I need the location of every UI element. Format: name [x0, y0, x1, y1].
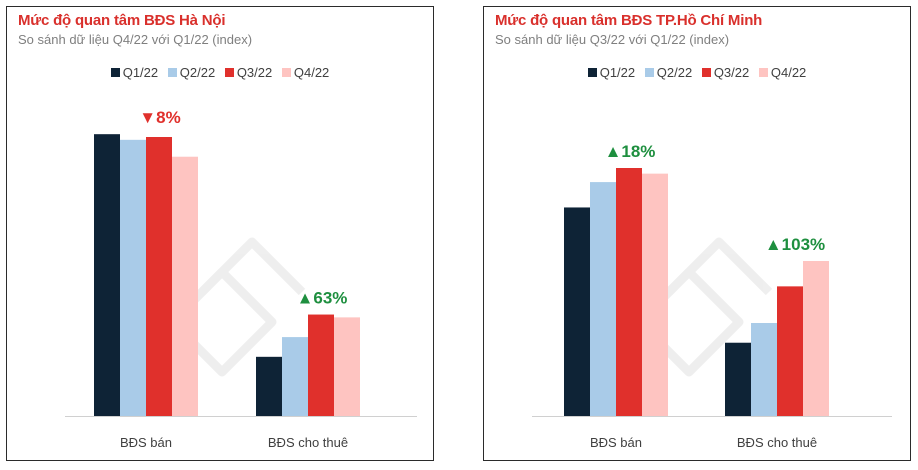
- legend-label: Q1/22: [122, 65, 159, 80]
- category-label: BĐS bán: [590, 435, 642, 450]
- bar-q2-22-1: [282, 337, 308, 416]
- hcmc-chart-panel: Mức độ quan tâm BĐS TP.Hồ Chí Minh So sá…: [483, 6, 911, 461]
- change-annotation: ▲63%: [297, 289, 348, 308]
- legend-item-q3: Q3/22: [701, 65, 750, 80]
- hanoi-chart-panel: Mức độ quan tâm BĐS Hà Nội So sánh dữ li…: [6, 6, 434, 461]
- change-annotation: ▲18%: [605, 142, 656, 161]
- legend-swatch: [110, 68, 120, 77]
- legend-item-q2: Q2/22: [644, 65, 693, 80]
- legend-label: Q2/22: [179, 65, 216, 80]
- category-label: BĐS cho thuê: [737, 435, 817, 450]
- legend-label: Q1/22: [599, 65, 636, 80]
- category-label: BĐS bán: [120, 435, 172, 450]
- hanoi-bar-chart: BĐS bán ▼8% BĐS cho thuê ▲63%: [65, 108, 417, 450]
- legend-item-q3: Q3/22: [224, 65, 273, 80]
- bar-q3-22-0: [616, 168, 642, 416]
- legend-label: Q3/22: [713, 65, 750, 80]
- legend-item-q4: Q4/22: [281, 65, 330, 80]
- change-annotation: ▲103%: [765, 235, 825, 254]
- legend-swatch: [701, 68, 711, 77]
- legend-label: Q4/22: [770, 65, 807, 80]
- bar-q1-22-0: [564, 207, 590, 416]
- chart-title: Mức độ quan tâm BĐS Hà Nội: [18, 12, 226, 29]
- bar-q4-22-1: [334, 317, 360, 416]
- legend-label: Q2/22: [656, 65, 693, 80]
- legend-swatch: [167, 68, 177, 77]
- legend-item-q4: Q4/22: [758, 65, 807, 80]
- legend-label: Q4/22: [293, 65, 330, 80]
- bar-q4-22-0: [172, 156, 198, 416]
- bar-q2-22-1: [751, 323, 777, 416]
- bar-q4-22-1: [803, 261, 829, 416]
- legend-swatch: [224, 68, 234, 77]
- legend-swatch: [644, 68, 654, 77]
- chart-title: Mức độ quan tâm BĐS TP.Hồ Chí Minh: [495, 12, 763, 29]
- bar-q3-22-0: [146, 137, 172, 416]
- chart-legend: Q1/22 Q2/22 Q3/22 Q4/22: [7, 65, 433, 80]
- bar-q3-22-1: [308, 314, 334, 416]
- chart-subtitle: So sánh dữ liệu Q3/22 với Q1/22 (index): [495, 32, 730, 47]
- bar-q1-22-1: [256, 356, 282, 416]
- change-annotation: ▼8%: [139, 108, 180, 127]
- bar-q2-22-0: [590, 182, 616, 416]
- legend-item-q1: Q1/22: [110, 65, 159, 80]
- hcmc-bar-chart: BĐS bán ▲18% BĐS cho thuê ▲103%: [532, 142, 892, 450]
- bar-q3-22-1: [777, 286, 803, 416]
- legend-label: Q3/22: [236, 65, 273, 80]
- watermark-logo: [634, 237, 773, 377]
- bar-q4-22-0: [642, 173, 668, 416]
- watermark-logo: [167, 237, 306, 377]
- legend-swatch: [758, 68, 768, 77]
- legend-item-q1: Q1/22: [587, 65, 636, 80]
- legend-item-q2: Q2/22: [167, 65, 216, 80]
- bar-q2-22-0: [120, 139, 146, 416]
- chart-subtitle: So sánh dữ liệu Q4/22 với Q1/22 (index): [18, 32, 253, 47]
- legend-swatch: [281, 68, 291, 77]
- bar-q1-22-0: [94, 134, 120, 416]
- chart-legend: Q1/22 Q2/22 Q3/22 Q4/22: [484, 65, 910, 80]
- legend-swatch: [587, 68, 597, 77]
- category-label: BĐS cho thuê: [268, 435, 348, 450]
- bar-q1-22-1: [725, 342, 751, 416]
